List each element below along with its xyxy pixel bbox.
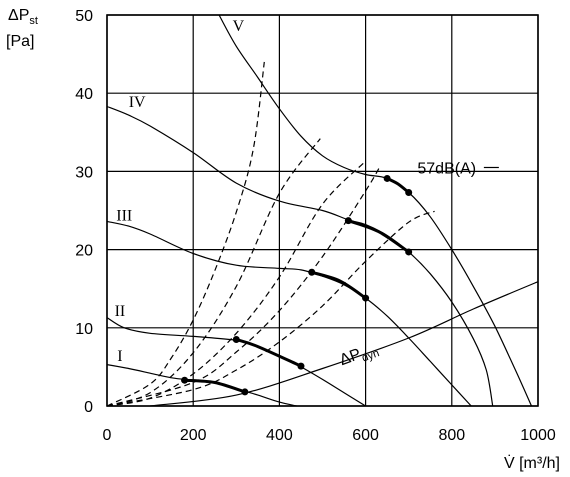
fan-curve-i: [106, 364, 297, 407]
y-tick-label: 0: [84, 399, 93, 416]
fan-curve-v: [218, 14, 533, 407]
x-tick-label: 600: [352, 427, 379, 444]
y-axis-unit: [Pa]: [6, 33, 34, 50]
x-axis-title: V̇ [m³/h]: [504, 454, 560, 472]
x-tick-label: 1000: [520, 427, 556, 444]
x-tick-label: 200: [180, 427, 207, 444]
dynamic-pressure-label: ΔPdyn: [337, 340, 381, 372]
operating-point: [362, 294, 370, 302]
operating-point: [232, 336, 240, 344]
x-tick-label: 800: [438, 427, 465, 444]
operating-range: [386, 177, 410, 194]
system-curve: [106, 160, 367, 407]
x-tick-label: 0: [103, 427, 112, 444]
noise-level-label: 57dB(A): [417, 160, 476, 177]
operating-range: [184, 378, 246, 394]
operating-point: [308, 268, 316, 276]
operating-point: [405, 248, 413, 256]
system-curve: [106, 61, 265, 407]
y-tick-label: 20: [75, 243, 93, 260]
y-tick-label: 50: [75, 8, 93, 25]
fan-curve-label: V: [233, 18, 245, 35]
fan-curve-ii: [106, 317, 366, 407]
system-curve: [106, 210, 435, 407]
labels: 0 200 400 600 800 1000 0 10 20 30 40 50 ΔPst [Pa] V̇ […: [6, 7, 560, 472]
axes: [106, 14, 539, 407]
fan-curve-label: III: [116, 207, 132, 224]
fan-curve-label: II: [115, 303, 126, 320]
y-tick-label: 30: [75, 164, 93, 181]
system-curve: [106, 164, 382, 407]
fan-curve-label: IV: [129, 94, 146, 111]
operating-ranges: [181, 174, 413, 396]
system-curve: [106, 138, 321, 407]
fan-curve-iv: [106, 105, 494, 407]
operating-point: [241, 388, 249, 396]
y-tick-label: 10: [75, 321, 93, 338]
fan-curve-label: I: [117, 348, 122, 365]
fan-curves: [106, 14, 533, 407]
operating-point: [297, 362, 305, 370]
x-tick-label: 400: [266, 427, 293, 444]
plot-frame: [106, 14, 539, 407]
operating-point: [181, 376, 189, 384]
operating-range: [235, 338, 302, 368]
operating-range: [311, 270, 367, 300]
y-axis-title: ΔPst: [8, 7, 38, 27]
operating-point: [344, 217, 352, 225]
dynamic-pressure-line: [150, 281, 539, 407]
dynamic-pressure-curve: [150, 281, 539, 407]
operating-range: [347, 219, 410, 254]
operating-point: [405, 189, 413, 197]
y-tick-label: 40: [75, 86, 93, 103]
system-curves: [106, 61, 435, 407]
operating-point: [383, 174, 391, 182]
